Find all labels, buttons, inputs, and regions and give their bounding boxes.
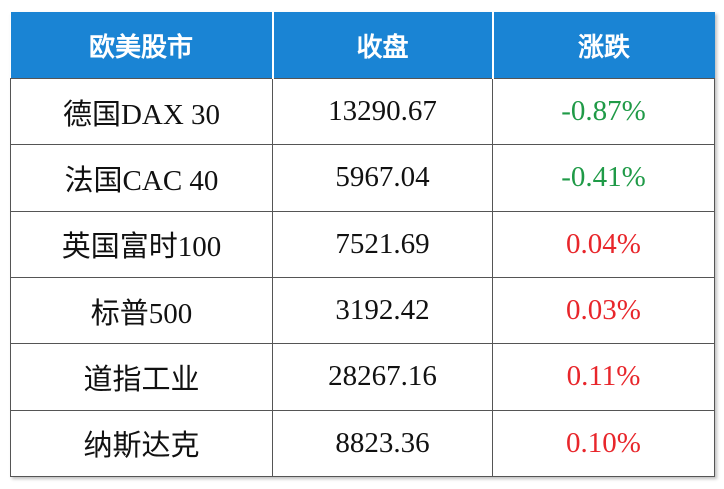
close-value: 13290.67	[272, 77, 493, 146]
market-table: 欧美股市 收盘 涨跌 德国DAX 30 13290.67 -0.87% 法国CAC 40 5…	[10, 12, 715, 478]
close-value: 28267.16	[272, 343, 493, 411]
change-value: -0.41%	[492, 144, 715, 212]
table-row: 道指工业 28267.16 0.11%	[10, 343, 715, 411]
header-cell: 收盘	[271, 12, 493, 79]
index-name: 标普500	[10, 276, 273, 345]
change-value: 0.10%	[492, 409, 715, 478]
table-row: 英国富时100 7521.69 0.04%	[10, 210, 715, 278]
close-value: 8823.36	[272, 409, 493, 478]
close-value: 5967.04	[272, 144, 493, 212]
index-name: 纳斯达克	[10, 409, 273, 478]
table-row: 德国DAX 30 13290.67 -0.87%	[10, 77, 715, 146]
close-value: 7521.69	[272, 210, 493, 278]
table-row: 标普500 3192.42 0.03%	[10, 276, 715, 345]
table-row: 法国CAC 40 5967.04 -0.41%	[10, 144, 715, 212]
index-name: 德国DAX 30	[10, 77, 273, 146]
change-value: 0.04%	[492, 210, 715, 278]
header-row: 欧美股市 收盘 涨跌	[10, 12, 715, 79]
change-value: -0.87%	[492, 77, 715, 146]
index-name: 道指工业	[10, 343, 273, 411]
header-cell: 欧美股市	[88, 32, 193, 63]
header-cell: 涨跌	[491, 12, 715, 79]
close-value: 3192.42	[272, 276, 493, 345]
table-row: 纳斯达克 8823.36 0.10%	[10, 409, 715, 478]
change-value: 0.03%	[492, 276, 715, 345]
table-body: 德国DAX 30 13290.67 -0.87% 法国CAC 40 5967.04 -0.…	[10, 77, 715, 478]
index-name: 英国富时100	[10, 210, 273, 278]
index-name: 法国CAC 40	[10, 144, 273, 212]
change-value: 0.11%	[492, 343, 715, 411]
